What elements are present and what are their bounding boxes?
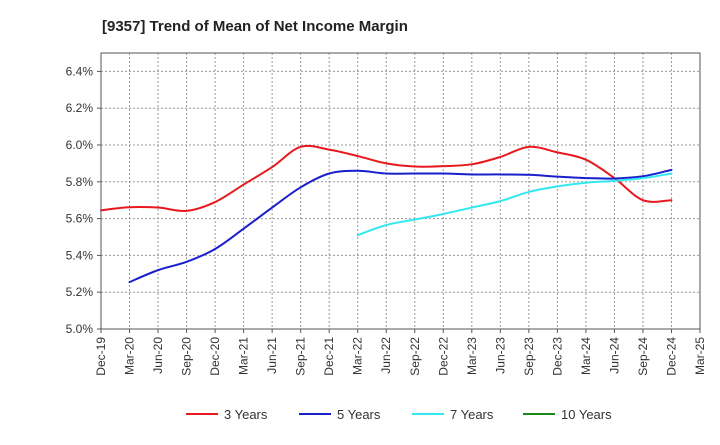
x-tick-label: Mar-22 — [351, 337, 365, 375]
y-tick-label: 5.2% — [66, 285, 94, 299]
x-tick-label: Sep-21 — [294, 337, 308, 376]
x-tick-label: Sep-20 — [180, 337, 194, 376]
x-tick-label: Dec-23 — [550, 337, 564, 376]
x-tick-label: Dec-22 — [436, 337, 450, 376]
chart-title: [9357] Trend of Mean of Net Income Margi… — [102, 18, 408, 35]
x-tick-label: Sep-24 — [636, 337, 650, 376]
x-tick-label: Jun-23 — [493, 337, 507, 374]
x-tick-label: Jun-21 — [265, 337, 279, 374]
y-tick-label: 6.0% — [66, 138, 94, 152]
grid-lines — [101, 53, 700, 329]
series-line-3-years — [100, 144, 673, 213]
plot-frame — [100, 52, 701, 330]
y-axis-ticks: 5.0% 5.2% 5.4% 5.6% 5.8% 6.0% 6.2% 6.4% — [66, 64, 101, 336]
x-tick-label: Mar-25 — [693, 337, 707, 375]
x-tick-label: Jun-22 — [379, 337, 393, 374]
y-tick-label: 5.4% — [66, 248, 94, 262]
series-line-5-years — [128, 168, 673, 284]
y-tick-label: 6.4% — [66, 64, 94, 78]
series-line-7-years — [356, 172, 673, 237]
legend: 3 Years 5 Years 7 Years 10 Years — [186, 407, 612, 422]
x-tick-label: Sep-23 — [522, 337, 536, 376]
y-tick-label: 5.8% — [66, 175, 94, 189]
x-axis-ticks: Dec-19 Mar-20 Jun-20 Sep-20 Dec-20 Mar-21 Jun-… — [94, 329, 707, 376]
legend-label-10-years: 10 Years — [561, 407, 612, 422]
x-tick-label: Mar-20 — [123, 337, 137, 375]
x-tick-label: Mar-24 — [579, 337, 593, 375]
legend-label-3-years: 3 Years — [224, 407, 268, 422]
y-tick-label: 5.0% — [66, 322, 94, 336]
y-tick-label: 6.2% — [66, 101, 94, 115]
series-lines — [100, 144, 673, 284]
x-tick-label: Dec-19 — [94, 337, 108, 376]
legend-label-5-years: 5 Years — [337, 407, 381, 422]
x-tick-label: Sep-22 — [408, 337, 422, 376]
x-tick-label: Dec-20 — [208, 337, 222, 376]
x-tick-label: Jun-20 — [151, 337, 165, 374]
x-tick-label: Jun-24 — [607, 337, 621, 374]
legend-label-7-years: 7 Years — [450, 407, 494, 422]
y-tick-label: 5.6% — [66, 212, 94, 226]
x-tick-label: Mar-21 — [237, 337, 251, 375]
x-tick-label: Mar-23 — [465, 337, 479, 375]
x-tick-label: Dec-21 — [322, 337, 336, 376]
x-tick-label: Dec-24 — [664, 337, 678, 376]
